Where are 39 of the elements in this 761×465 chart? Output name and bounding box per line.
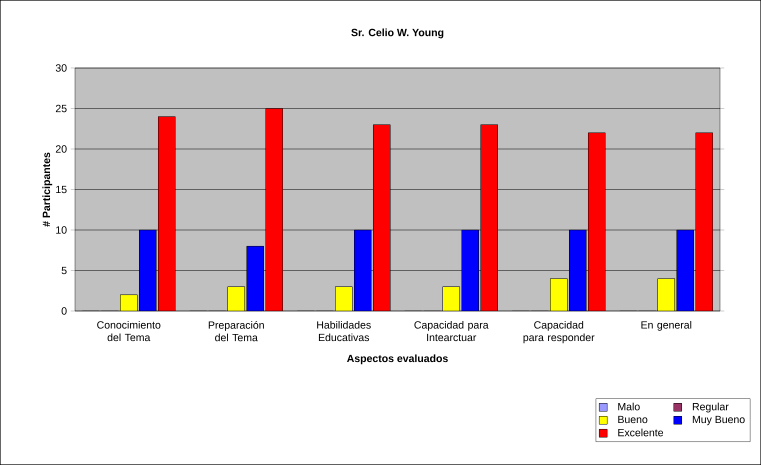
y-tick-label: 15 [56,186,67,194]
x-tick-label: En general [641,320,692,331]
y-tick-label: 0 [62,307,67,315]
bar [550,278,568,311]
bar [335,286,353,311]
legend-label: Muy Bueno [692,416,745,426]
legend-label: Regular [692,402,729,412]
bar [158,116,176,311]
bar [372,124,390,311]
bar [461,230,479,311]
bar [588,132,606,311]
x-tick-label: Preparación del Tema [208,320,264,342]
x-tick-label: Conocimiento del Tema [97,320,160,342]
bar [354,230,372,311]
bar [442,286,460,311]
x-axis-title: Aspectos evaluados [347,354,448,364]
y-tick-label: 5 [62,266,67,274]
y-tick-label: 10 [56,226,67,234]
y-axis-title: # Participantes [42,152,52,227]
bar [228,286,245,311]
bar [676,230,694,311]
bar [138,230,156,311]
y-tick-label: 30 [56,64,67,72]
y-tick-label: 25 [56,104,67,112]
x-tick-label: Capacidad para responder [524,320,594,344]
bar [120,294,138,311]
bar [695,132,713,311]
bar [480,124,498,311]
bar [246,246,264,311]
bar [265,108,283,311]
chart-title: Sr. Celio W. Young [351,28,444,38]
legend-label: Bueno [618,416,648,424]
y-tick-label: 20 [56,145,67,153]
bar [568,230,586,311]
legend-label: Malo [618,402,640,410]
legend-label: Excelente [618,428,664,436]
bar [658,278,676,311]
x-tick-label: Capacidad para Intearctuar [414,320,489,342]
x-tick-label: Habilidades Educativas [317,320,371,342]
